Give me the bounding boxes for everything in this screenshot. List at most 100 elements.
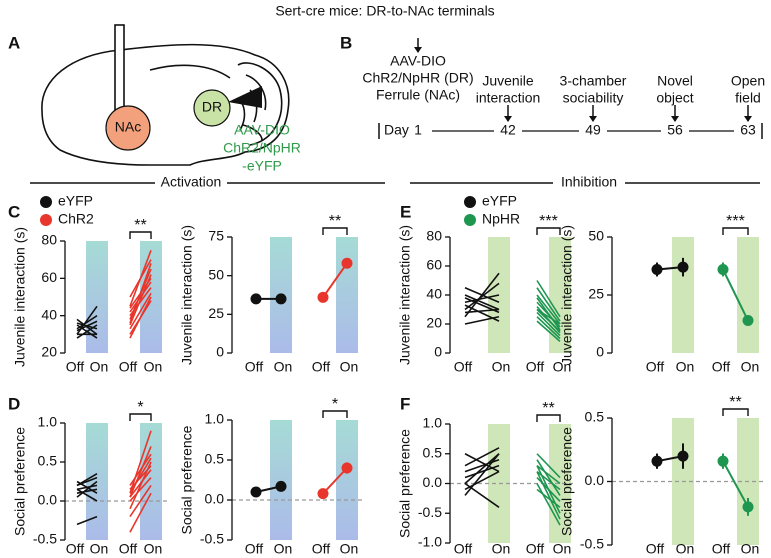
x-tick-label: Off <box>526 359 545 375</box>
subject-line <box>76 515 98 526</box>
panel-label: C <box>8 202 20 221</box>
significance-bracket <box>129 413 152 421</box>
light-on-shade <box>86 241 108 353</box>
x-tick-label: On <box>90 541 109 557</box>
significance-label: ** <box>134 217 146 234</box>
subject-line <box>536 306 561 334</box>
subject-line <box>464 304 500 322</box>
y-tick-label: 20 <box>426 315 442 331</box>
subject-line <box>536 459 561 496</box>
significance-bracket <box>322 410 348 418</box>
event-arrowhead <box>744 116 752 122</box>
event-label: Novel <box>657 73 693 89</box>
subject-line <box>129 465 152 490</box>
x-tick-label: On <box>676 359 695 375</box>
significance-label: *** <box>726 213 745 230</box>
subject-line <box>464 482 500 508</box>
day-number: 63 <box>740 122 756 138</box>
panel-label: A <box>8 33 20 52</box>
subject-line <box>464 453 500 496</box>
event-arrowhead <box>671 116 679 122</box>
mean-point <box>341 257 353 269</box>
x-tick-label: On <box>676 541 695 557</box>
x-tick-label: On <box>492 359 511 375</box>
x-tick-label: Off <box>526 541 545 557</box>
nac-region <box>105 105 151 151</box>
subject-line <box>536 483 561 526</box>
panel-label: D <box>8 394 20 413</box>
y-tick-label: 0 <box>216 344 224 360</box>
subject-line <box>464 464 500 479</box>
mean-point <box>341 462 353 474</box>
light-on-shade <box>336 420 358 540</box>
y-tick-label: 25 <box>588 286 604 302</box>
x-tick-label: Off <box>312 359 331 375</box>
day-number: 42 <box>500 122 516 138</box>
light-on-shade <box>737 237 759 353</box>
y-axis-label: Juvenile interaction (s) <box>179 225 195 365</box>
subject-line <box>129 469 152 498</box>
subject-line <box>76 314 98 330</box>
y-tick-label: -0.5 <box>418 504 442 520</box>
mean-point <box>250 486 262 498</box>
panel-label: E <box>400 202 411 221</box>
legend-label: NpHR <box>482 211 520 227</box>
subject-line <box>464 453 500 485</box>
y-tick-label: 60 <box>426 257 442 273</box>
subject-line <box>76 473 98 487</box>
subject-line <box>464 297 500 314</box>
mean-point <box>250 293 262 305</box>
mean-point <box>742 315 754 327</box>
section-title: Activation <box>161 174 222 190</box>
panel-label: B <box>340 33 352 52</box>
mean-point <box>717 455 729 467</box>
mean-point <box>677 450 689 462</box>
subject-line <box>129 281 152 313</box>
y-tick-label: 0.5 <box>205 451 225 467</box>
y-tick-label: 1.0 <box>423 415 443 431</box>
light-on-shade <box>672 237 694 353</box>
legend-marker <box>40 214 52 226</box>
subject-line <box>464 453 500 473</box>
subject-line <box>536 453 561 479</box>
subject-line <box>129 430 152 494</box>
section-title: Inhibition <box>561 174 617 190</box>
subject-line <box>129 492 152 533</box>
virus-label: AAV-DIO <box>234 122 290 138</box>
y-tick-label: 1.0 <box>205 411 225 427</box>
legend-label: eYFP <box>482 193 517 209</box>
x-tick-label: Off <box>245 359 264 375</box>
event-label: interaction <box>476 90 541 106</box>
significance-bracket <box>536 227 561 235</box>
y-tick-label: 50 <box>588 228 604 244</box>
mean-line <box>322 262 348 298</box>
mean-point <box>275 293 287 305</box>
subject-line <box>536 476 561 502</box>
subject-line <box>76 480 98 498</box>
subject-line <box>76 322 98 330</box>
subject-line <box>464 447 500 467</box>
y-tick-label: -0.5 <box>33 531 57 547</box>
y-tick-label: 80 <box>41 232 57 248</box>
figure-title: Sert-cre mice: DR-to-NAc terminals <box>275 3 494 19</box>
light-on-shade <box>270 420 292 540</box>
terminal-projection <box>228 86 262 108</box>
y-tick-label: 75 <box>208 228 224 244</box>
x-tick-label: Off <box>119 541 138 557</box>
mean-point <box>717 263 729 275</box>
subject-line <box>536 471 561 520</box>
mean-point <box>317 291 329 303</box>
event-arrowhead <box>589 116 597 122</box>
event-label: Open <box>731 73 765 89</box>
x-tick-label: Off <box>454 541 473 557</box>
event-label: Ferrule (NAc) <box>376 87 460 103</box>
event-arrowhead <box>504 116 512 122</box>
y-tick-label: 0.5 <box>423 444 443 460</box>
y-tick-label: 0 <box>596 344 604 360</box>
subject-line <box>129 484 152 518</box>
significance-label: ** <box>329 213 341 230</box>
subject-line <box>464 282 500 311</box>
subject-line <box>536 316 561 340</box>
significance-bracket <box>322 227 348 235</box>
